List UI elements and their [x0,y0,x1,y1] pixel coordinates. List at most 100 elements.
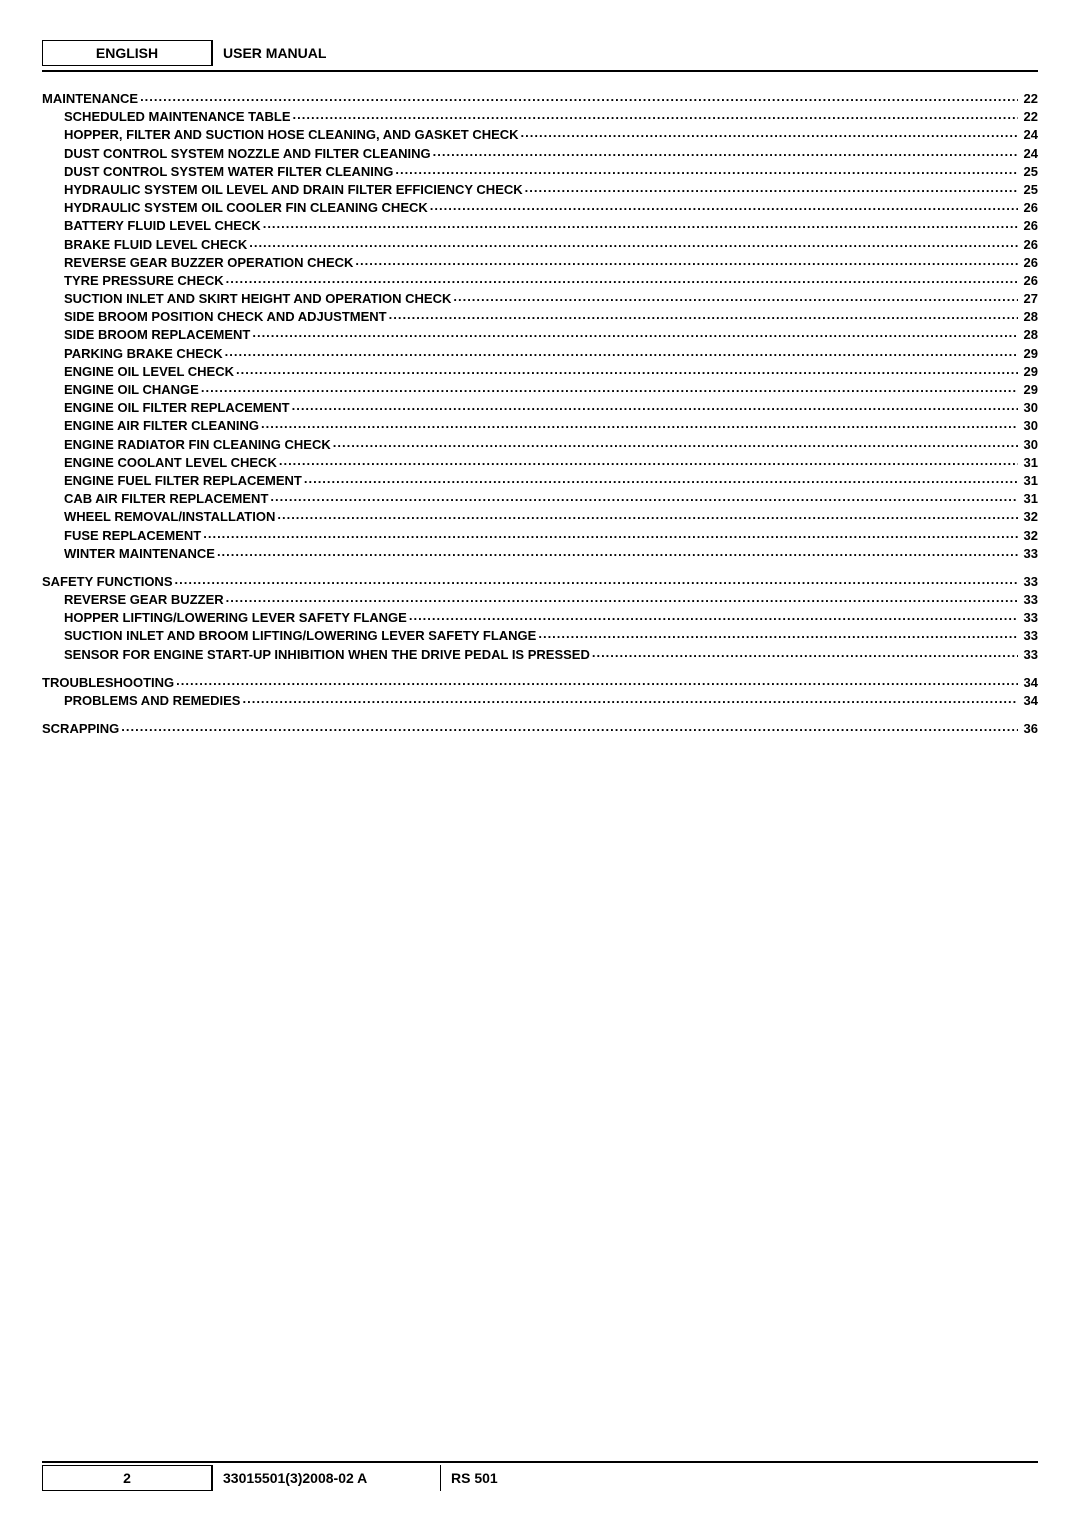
toc-label: REVERSE GEAR BUZZER OPERATION CHECK [64,256,353,269]
toc-row: ENGINE OIL FILTER REPLACEMENT30 [42,399,1038,414]
toc-leader-dots [203,527,1017,540]
toc-leader-dots [176,674,1017,687]
toc-leader-dots [395,163,1017,176]
toc-label: SCHEDULED MAINTENANCE TABLE [64,110,291,123]
header-rule [42,70,1038,72]
toc-page-number: 24 [1020,128,1038,141]
toc-label: WINTER MAINTENANCE [64,547,215,560]
toc-page-number: 26 [1020,274,1038,287]
toc-page-number: 31 [1020,492,1038,505]
footer-doc-id: 33015501(3)2008-02 A [223,1470,367,1486]
toc-row: ENGINE FUEL FILTER REPLACEMENT 31 [42,472,1038,487]
toc-label: TYRE PRESSURE CHECK [64,274,224,287]
toc-leader-dots [433,145,1018,158]
toc-row: BRAKE FLUID LEVEL CHECK26 [42,236,1038,251]
toc-leader-dots [121,720,1017,733]
toc-page-number: 31 [1020,474,1038,487]
footer-model-cell: RS 501 [440,1465,518,1491]
toc-page-number: 28 [1020,328,1038,341]
toc-label: SCRAPPING [42,722,119,735]
toc-leader-dots [592,646,1018,659]
toc-page-number: 24 [1020,147,1038,160]
toc-page-number: 33 [1020,611,1038,624]
toc-row: WINTER MAINTENANCE33 [42,545,1038,560]
toc-page-number: 26 [1020,201,1038,214]
toc-leader-dots [525,181,1018,194]
toc-row: PROBLEMS AND REMEDIES34 [42,692,1038,707]
toc-row: HYDRAULIC SYSTEM OIL COOLER FIN CLEANING… [42,199,1038,214]
toc-row: SUCTION INLET AND BROOM LIFTING/LOWERING… [42,627,1038,642]
toc-leader-dots [226,591,1018,604]
toc-leader-dots [263,217,1018,230]
toc-row: HOPPER, FILTER AND SUCTION HOSE CLEANING… [42,126,1038,141]
toc-page-number: 30 [1020,419,1038,432]
toc-leader-dots [293,108,1018,121]
toc-label: SIDE BROOM REPLACEMENT [64,328,250,341]
toc-leader-dots [355,254,1017,267]
toc-page-number: 32 [1020,529,1038,542]
toc-label: HOPPER LIFTING/LOWERING LEVER SAFETY FLA… [64,611,407,624]
toc-page-number: 26 [1020,238,1038,251]
footer-rule [42,1461,1038,1463]
toc-row: ENGINE COOLANT LEVEL CHECK31 [42,454,1038,469]
footer-page-number: 2 [123,1470,131,1486]
toc-row: SCHEDULED MAINTENANCE TABLE22 [42,108,1038,123]
toc-row: SENSOR FOR ENGINE START-UP INHIBITION WH… [42,646,1038,661]
toc-label: FUSE REPLACEMENT [64,529,201,542]
toc-label: TROUBLESHOOTING [42,676,174,689]
toc-label: HYDRAULIC SYSTEM OIL COOLER FIN CLEANING… [64,201,428,214]
toc-row: ENGINE OIL CHANGE 29 [42,381,1038,396]
toc-gap [42,563,1038,573]
header-title-cell: USER MANUAL [212,40,1038,66]
toc-label: ENGINE OIL CHANGE [64,383,199,396]
toc-label: CAB AIR FILTER REPLACEMENT [64,492,268,505]
toc-page-number: 33 [1020,648,1038,661]
toc-row: BATTERY FLUID LEVEL CHECK26 [42,217,1038,232]
toc-page-number: 27 [1020,292,1038,305]
toc-label: ENGINE RADIATOR FIN CLEANING CHECK [64,438,331,451]
toc-label: MAINTENANCE [42,92,138,105]
toc-leader-dots [236,363,1018,376]
toc-row: ENGINE RADIATOR FIN CLEANING CHECK 30 [42,436,1038,451]
toc-label: HOPPER, FILTER AND SUCTION HOSE CLEANING… [64,128,519,141]
toc-leader-dots [292,399,1018,412]
toc-page-number: 25 [1020,183,1038,196]
toc-leader-dots [277,508,1017,521]
toc-page-number: 22 [1020,92,1038,105]
toc-gap [42,664,1038,674]
toc-row: CAB AIR FILTER REPLACEMENT 31 [42,490,1038,505]
toc-row: WHEEL REMOVAL/INSTALLATION32 [42,508,1038,523]
toc-label: HYDRAULIC SYSTEM OIL LEVEL AND DRAIN FIL… [64,183,523,196]
toc-label: REVERSE GEAR BUZZER [64,593,224,606]
toc-label: ENGINE FUEL FILTER REPLACEMENT [64,474,302,487]
toc-leader-dots [304,472,1018,485]
toc-row: DUST CONTROL SYSTEM NOZZLE AND FILTER CL… [42,145,1038,160]
toc-leader-dots [430,199,1018,212]
toc-label: SENSOR FOR ENGINE START-UP INHIBITION WH… [64,648,590,661]
footer-model: RS 501 [451,1470,498,1486]
toc-page-number: 33 [1020,629,1038,642]
toc-page-number: 30 [1020,401,1038,414]
toc-gap [42,710,1038,720]
toc-page-number: 36 [1020,722,1038,735]
toc-leader-dots [175,573,1018,586]
toc-page-number: 29 [1020,383,1038,396]
toc-label: DUST CONTROL SYSTEM WATER FILTER CLEANIN… [64,165,393,178]
toc-row: REVERSE GEAR BUZZER33 [42,591,1038,606]
toc-label: SIDE BROOM POSITION CHECK AND ADJUSTMENT [64,310,387,323]
toc-label: SAFETY FUNCTIONS [42,575,173,588]
toc-leader-dots [252,326,1017,339]
toc-leader-dots [521,126,1018,139]
toc-label: DUST CONTROL SYSTEM NOZZLE AND FILTER CL… [64,147,431,160]
toc-row: SCRAPPING 36 [42,720,1038,735]
footer-row: 2 33015501(3)2008-02 A RS 501 [42,1465,1038,1491]
toc-page-number: 26 [1020,256,1038,269]
toc-page-number: 30 [1020,438,1038,451]
toc-leader-dots [333,436,1018,449]
toc-row: HYDRAULIC SYSTEM OIL LEVEL AND DRAIN FIL… [42,181,1038,196]
toc-page-number: 34 [1020,694,1038,707]
toc-page-number: 29 [1020,347,1038,360]
toc-label: SUCTION INLET AND SKIRT HEIGHT AND OPERA… [64,292,451,305]
toc-row: SIDE BROOM POSITION CHECK AND ADJUSTMENT… [42,308,1038,323]
toc-row: SAFETY FUNCTIONS33 [42,573,1038,588]
